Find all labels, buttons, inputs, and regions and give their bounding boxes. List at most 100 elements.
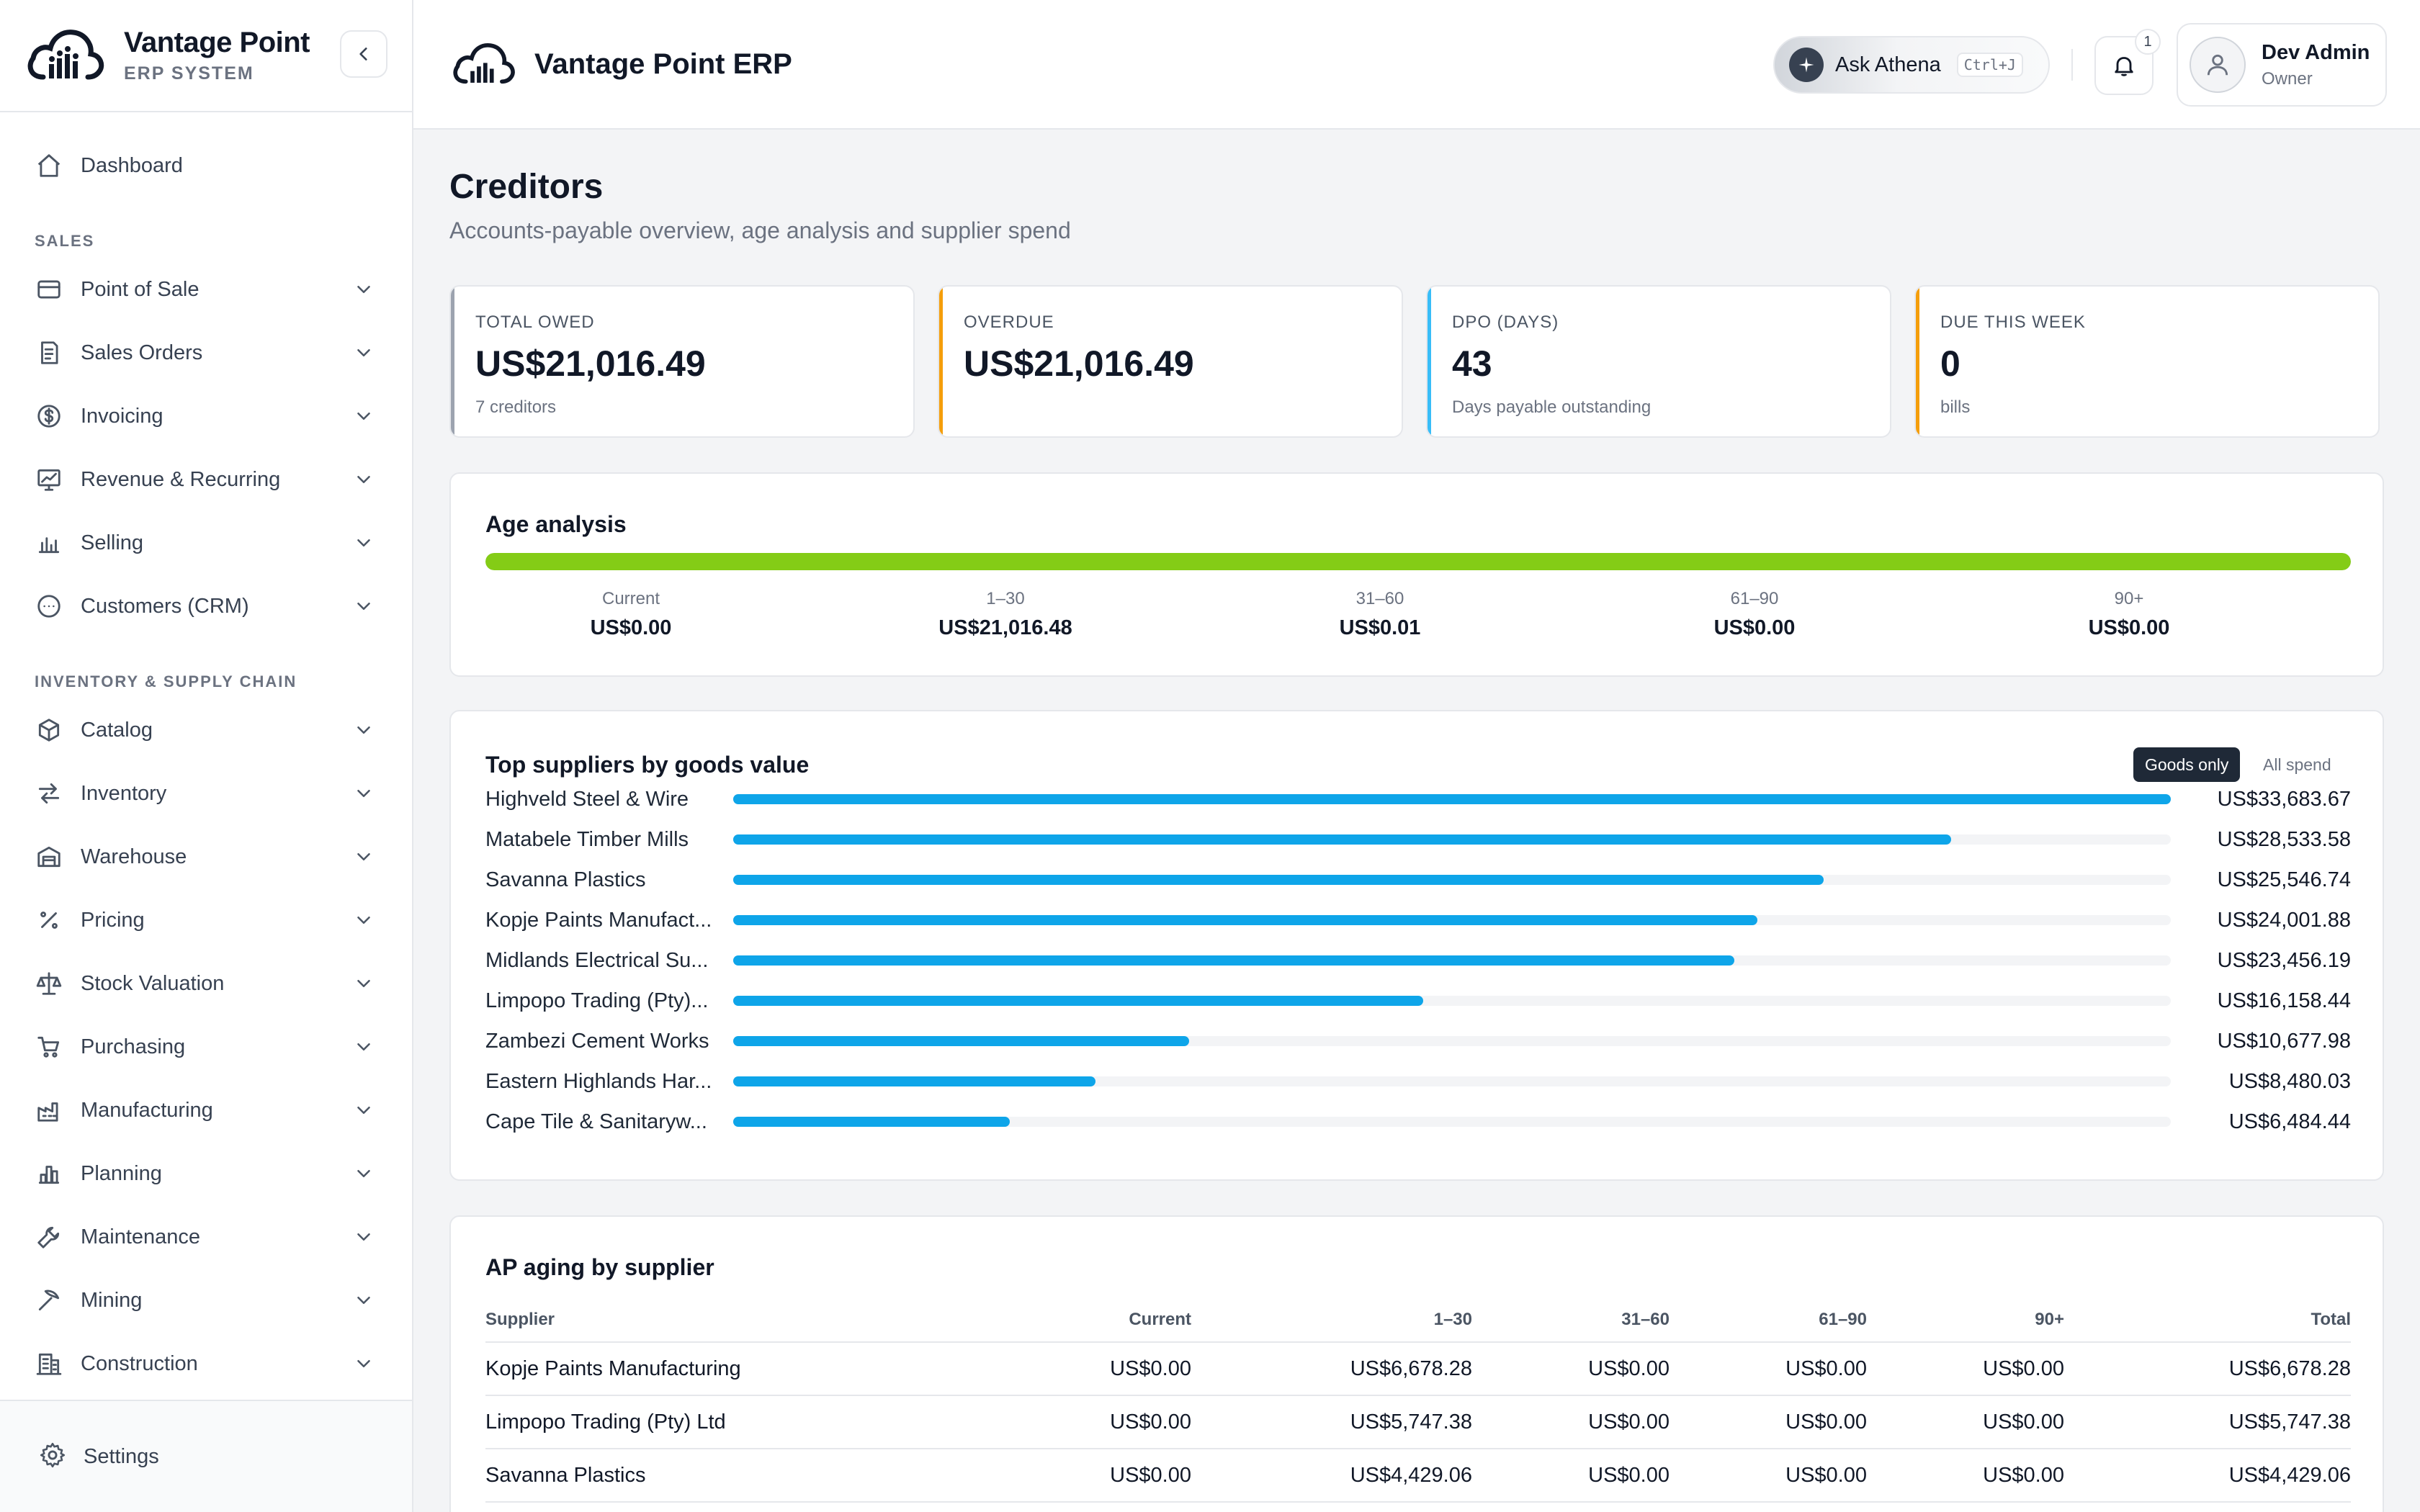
amount-cell: US$5,747.38	[2064, 1395, 2351, 1449]
amount-cell: US$0.00	[1867, 1395, 2064, 1449]
chevron-down-icon	[357, 1360, 370, 1367]
age-bucket-value: US$0.00	[1713, 616, 1796, 639]
sidebar-item-label: Mining	[81, 1288, 143, 1312]
supplier-bar	[733, 834, 1951, 845]
chevron-down-icon	[357, 1107, 370, 1114]
supplier-bar-row: Matabele Timber Mills US$28,533.58	[485, 819, 2351, 860]
supplier-bar	[733, 915, 1758, 925]
notifications-button[interactable]: 1	[2094, 29, 2161, 95]
amount-cell: US$6,678.28	[2064, 1342, 2351, 1396]
amount-cell: US$0.00	[990, 1342, 1191, 1396]
supplier-bar-row: Zambezi Cement Works US$10,677.98	[485, 1021, 2351, 1061]
sidebar-item-dashboard[interactable]: Dashboard	[0, 134, 412, 197]
sidebar-item-label: Point of Sale	[81, 277, 200, 301]
top-suppliers-card: Top suppliers by goods value Goods only …	[449, 710, 2384, 1181]
supplier-bar-track	[733, 1036, 2171, 1046]
column-header[interactable]: Current	[990, 1297, 1191, 1343]
sidebar-item-revenue-recurring[interactable]: Revenue & Recurring	[0, 448, 412, 511]
cart-icon	[35, 1032, 63, 1061]
supplier-bar	[733, 794, 2171, 804]
sidebar-item-label: Planning	[81, 1161, 162, 1185]
all-spend-toggle[interactable]: All spend	[2263, 755, 2331, 774]
column-header[interactable]: 1–30	[1191, 1297, 1472, 1343]
sidebar-item-mining[interactable]: Mining	[0, 1269, 412, 1332]
sidebar-item-label: Purchasing	[81, 1035, 186, 1058]
user-role: Owner	[2262, 68, 2313, 89]
supplier-bar-track	[733, 915, 2171, 925]
sidebar-item-manufacturing[interactable]: Manufacturing	[0, 1079, 412, 1142]
sidebar-item-maintenance[interactable]: Maintenance	[0, 1205, 412, 1269]
sidebar-item-point-of-sale[interactable]: Point of Sale	[0, 258, 412, 321]
supplier-value: US$25,546.74	[2217, 868, 2351, 891]
column-header[interactable]: 31–60	[1472, 1297, 1670, 1343]
kpi-card-total-owed: TOTAL OWED US$21,016.49 7 creditors	[449, 285, 915, 438]
kpi-value: US$21,016.49	[475, 343, 706, 384]
supplier-bar-row: Kopje Paints Manufact... US$24,001.88	[485, 900, 2351, 940]
column-header[interactable]: Supplier	[485, 1297, 990, 1343]
age-analysis-bar	[485, 553, 2351, 570]
kpi-note: Days payable outstanding	[1452, 397, 1652, 417]
top-suppliers-title: Top suppliers by goods value	[485, 752, 810, 778]
sidebar-item-label: Selling	[81, 531, 144, 554]
sidebar-item-settings[interactable]: Settings	[0, 1400, 412, 1512]
supplier-bar	[733, 955, 1734, 966]
sidebar-item-warehouse[interactable]: Warehouse	[0, 825, 412, 888]
supplier-bar	[733, 1117, 1010, 1127]
kpi-note: bills	[1940, 397, 1971, 417]
user-menu[interactable]: Dev Admin Owner	[2177, 23, 2387, 107]
table-header-row: Supplier Current 1–30 31–60 61–90 90+ Total	[485, 1297, 2351, 1343]
kpi-value: 43	[1452, 343, 1492, 384]
supplier-bar-row: Midlands Electrical Su... US$23,456.19	[485, 940, 2351, 981]
sidebar-item-catalog[interactable]: Catalog	[0, 698, 412, 762]
amount-cell: US$0.00	[1867, 1342, 2064, 1396]
supplier-value: US$10,677.98	[2217, 1029, 2351, 1053]
chart-columns-icon	[35, 1159, 63, 1188]
notification-count-badge: 1	[2135, 29, 2161, 55]
ask-athena-button[interactable]: Ask Athena Ctrl+J	[1773, 36, 2050, 94]
table-row[interactable]: Savanna Plastics US$0.00 US$4,429.06 US$0.0…	[485, 1449, 2351, 1503]
brand-subtitle: ERP SYSTEM	[124, 63, 254, 84]
amount-cell: US$0.00	[990, 1449, 1191, 1503]
table-row[interactable]: Kopje Paints Manufacturing US$0.00 US$6,67…	[485, 1342, 2351, 1396]
ap-aging-title: AP aging by supplier	[485, 1254, 714, 1280]
supplier-bar-track	[733, 1076, 2171, 1086]
supplier-bar	[733, 1036, 1189, 1046]
warehouse-icon	[35, 842, 63, 871]
sidebar-item-planning[interactable]: Planning	[0, 1142, 412, 1205]
factory-icon	[35, 1096, 63, 1125]
supplier-bar-track	[733, 996, 2171, 1006]
supplier-bar-track	[733, 794, 2171, 804]
sidebar-item-construction[interactable]: Construction	[0, 1332, 412, 1395]
kpi-label: OVERDUE	[964, 312, 1054, 332]
trend-icon	[35, 465, 63, 494]
sidebar-item-customers-crm[interactable]: Customers (CRM)	[0, 575, 412, 638]
supplier-bar-row: Eastern Highlands Har... US$8,480.03	[485, 1061, 2351, 1102]
supplier-value: US$16,158.44	[2217, 989, 2351, 1012]
column-header[interactable]: 90+	[1867, 1297, 2064, 1343]
goods-only-toggle[interactable]: Goods only	[2133, 747, 2241, 782]
avatar	[2190, 37, 2246, 93]
user-icon	[2207, 54, 2228, 76]
age-bucket-label: 61–90	[1730, 589, 1779, 608]
chevron-down-icon	[357, 349, 370, 356]
sidebar-item-invoicing[interactable]: Invoicing	[0, 384, 412, 448]
age-analysis-card: Age analysis Current US$0.00 1–30 US$21,016…	[449, 472, 2384, 677]
sidebar-item-inventory[interactable]: Inventory	[0, 762, 412, 825]
sidebar-item-sales-orders[interactable]: Sales Orders	[0, 321, 412, 384]
sidebar-item-purchasing[interactable]: Purchasing	[0, 1015, 412, 1079]
chevron-down-icon	[357, 1043, 370, 1050]
supplier-value: US$23,456.19	[2217, 948, 2351, 972]
sidebar-item-stock-valuation[interactable]: Stock Valuation	[0, 952, 412, 1015]
supplier-value: US$33,683.67	[2217, 787, 2351, 811]
column-header[interactable]: 61–90	[1670, 1297, 1867, 1343]
percent-icon	[35, 906, 63, 935]
kpi-label: DUE THIS WEEK	[1940, 312, 2086, 332]
sidebar-item-selling[interactable]: Selling	[0, 511, 412, 575]
column-header[interactable]: Total	[2064, 1297, 2351, 1343]
age-bucket-label: 90+	[2114, 589, 2144, 608]
cloud-logo-icon	[453, 43, 515, 84]
supplier-bar-row: Savanna Plastics US$25,546.74	[485, 860, 2351, 900]
table-row[interactable]: Limpopo Trading (Pty) Ltd US$0.00 US$5,747…	[485, 1395, 2351, 1449]
collapse-sidebar-button[interactable]	[340, 30, 387, 78]
sidebar-item-pricing[interactable]: Pricing	[0, 888, 412, 952]
